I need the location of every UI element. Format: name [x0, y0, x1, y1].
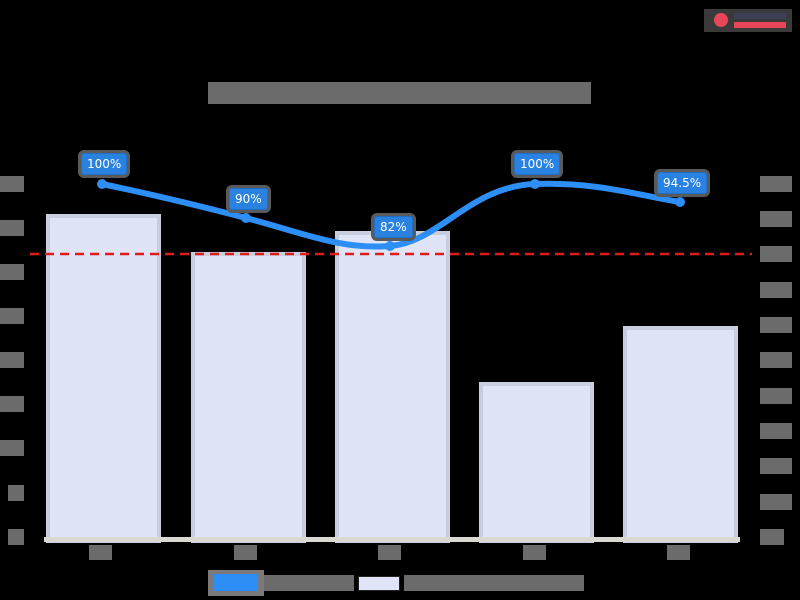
data-label: 82% [374, 216, 413, 238]
bar-1 [191, 252, 306, 543]
y-left-label [0, 308, 24, 324]
bar-4 [623, 326, 738, 543]
y-left-label [8, 529, 24, 545]
logo-text-top [734, 13, 786, 19]
y-left-label [8, 485, 24, 501]
data-label: 100% [514, 153, 561, 175]
brand-logo [704, 9, 792, 32]
y-left-label [0, 352, 24, 368]
legend-bar-label[interactable] [404, 575, 584, 591]
legend-bar-swatch[interactable] [358, 576, 400, 591]
y-right-label [760, 317, 792, 333]
y-right-label [760, 494, 792, 510]
y-right-label [760, 282, 792, 298]
y-right-label [760, 211, 792, 227]
bar-3 [479, 382, 594, 543]
y-right-label [760, 529, 784, 545]
y-right-label [760, 176, 792, 192]
y-left-label [0, 264, 24, 280]
logo-text-bottom [734, 22, 786, 28]
x-label [89, 545, 112, 560]
y-left-label [0, 176, 24, 192]
legend-line-swatch[interactable] [208, 570, 264, 596]
x-label [378, 545, 401, 560]
x-label [523, 545, 546, 560]
y-right-label [760, 458, 792, 474]
y-right-label [760, 246, 792, 262]
x-label [234, 545, 257, 560]
bar-2 [335, 231, 450, 543]
data-label: 100% [81, 153, 128, 175]
y-right-label [760, 388, 792, 404]
left-axis-ticks [36, 183, 42, 538]
line-markers [97, 179, 685, 251]
y-left-label [0, 220, 24, 236]
y-left-label [0, 440, 24, 456]
data-label: 90% [229, 188, 268, 210]
y-right-label [760, 423, 792, 439]
logo-icon [714, 13, 728, 27]
bar-0 [46, 214, 161, 543]
chart-title [208, 82, 591, 104]
y-right-label [760, 352, 792, 368]
x-label [667, 545, 690, 560]
data-label: 94.5% [657, 172, 708, 194]
bars [46, 214, 738, 543]
y-left-label [0, 396, 24, 412]
legend-line-label[interactable] [264, 575, 354, 591]
